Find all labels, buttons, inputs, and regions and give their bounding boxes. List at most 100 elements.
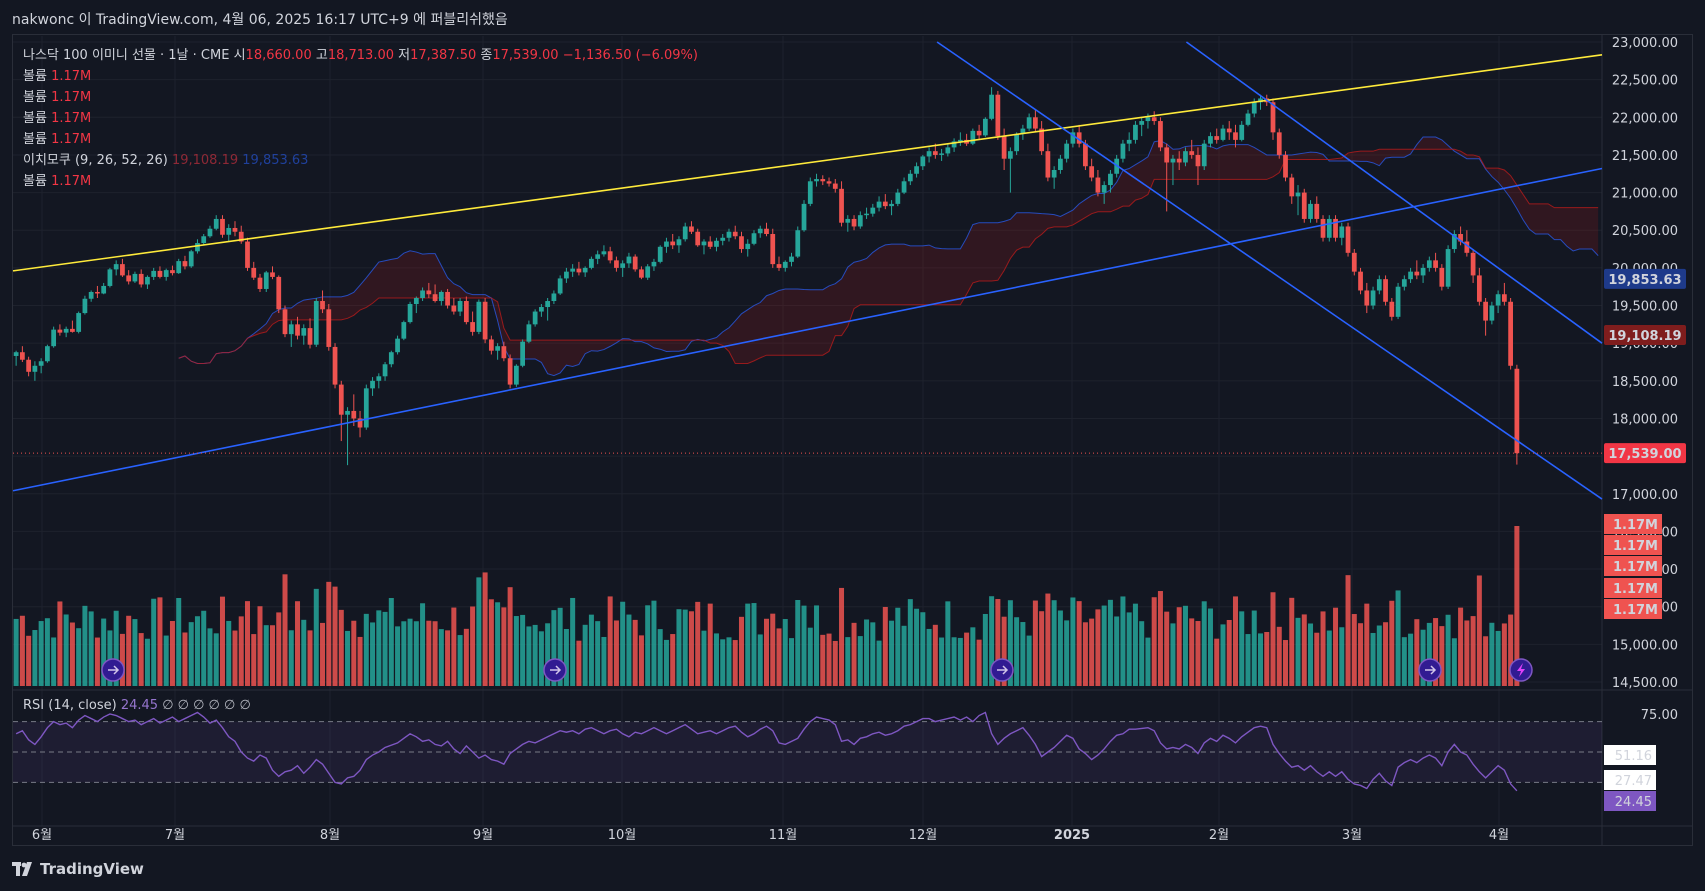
rsi-legend: RSI (14, close) 24.45 ∅ ∅ ∅ ∅ ∅ ∅ — [23, 698, 251, 713]
volume-tag-label: 1.17M — [1613, 539, 1658, 554]
volume-bar — [501, 607, 507, 686]
candle-body — [1458, 234, 1463, 242]
candle-body — [1358, 271, 1363, 291]
candle-body — [720, 237, 726, 241]
candle-body — [989, 94, 994, 119]
volume-bar — [476, 577, 482, 686]
candle-body — [657, 246, 663, 262]
candle-body — [976, 130, 982, 136]
volume-bar — [307, 630, 313, 686]
volume-bar — [1495, 630, 1501, 686]
candle-body — [170, 270, 175, 274]
candle-body — [745, 243, 751, 250]
candle-body — [651, 261, 657, 267]
volume-bar — [244, 601, 250, 686]
volume-bar — [1051, 600, 1057, 686]
volume-bar — [538, 631, 544, 686]
volume-bar — [545, 623, 551, 686]
candle-body — [1139, 121, 1145, 125]
candle-body — [1376, 279, 1382, 291]
chart-frame[interactable] — [12, 34, 1693, 846]
volume-bar — [301, 619, 307, 686]
candle-body — [88, 291, 94, 299]
candle-body — [1370, 290, 1376, 306]
volume-bar — [1514, 526, 1520, 686]
candle-body — [363, 388, 369, 428]
volume-label: 볼륨 — [23, 111, 47, 126]
volume-bar — [532, 624, 538, 686]
candle-body — [1195, 154, 1201, 167]
volume-legend-row: 볼륨 1.17M — [23, 65, 91, 84]
candle-body — [401, 322, 407, 339]
volume-bar — [513, 616, 519, 686]
candle-body — [1007, 151, 1013, 159]
candle-body — [32, 365, 38, 372]
candle-body — [1133, 124, 1138, 140]
candle-body — [882, 201, 888, 207]
volume-legend-row: 볼륨 1.17M — [23, 107, 91, 126]
volume-bar — [1251, 610, 1257, 686]
candle-body — [832, 183, 838, 189]
volume-bar — [1351, 614, 1357, 686]
volume-bar — [357, 636, 363, 686]
candle-body — [601, 251, 607, 255]
volume-bar — [76, 628, 82, 686]
candle-body — [95, 291, 100, 294]
volume-bar — [995, 599, 1001, 686]
volume-bar — [1164, 611, 1170, 686]
candle-body — [751, 233, 757, 244]
volume-bar — [338, 609, 344, 686]
volume-bar — [182, 632, 188, 686]
volume-bar — [939, 637, 945, 686]
volume-bar — [401, 621, 407, 686]
tradingview-logo[interactable]: TradingView — [12, 860, 144, 878]
candle-body — [432, 294, 438, 302]
candle-body — [1064, 143, 1070, 159]
rsi-tag-label: 24.45 — [1615, 795, 1652, 810]
candle-body — [407, 304, 413, 323]
volume-bar — [270, 625, 276, 686]
candle-body — [589, 258, 594, 268]
candle-body — [626, 256, 632, 264]
candle-body — [539, 307, 544, 312]
volume-bar — [807, 627, 813, 686]
candle-body — [1508, 301, 1513, 366]
candle-body — [1276, 132, 1282, 155]
volume-bar — [1057, 610, 1063, 686]
candle-body — [770, 234, 776, 265]
candle-body — [513, 365, 519, 385]
candle-body — [1408, 271, 1413, 280]
volume-bar — [1070, 597, 1076, 686]
volume-bar — [638, 635, 644, 686]
candle-body — [664, 241, 669, 247]
candle-body — [276, 276, 282, 310]
volume-bar — [989, 596, 995, 686]
candle-body — [1426, 260, 1432, 268]
time-axis-label: 7월 — [165, 828, 185, 843]
publish-line: nakwonc 이 TradingView.com, 4월 06, 2025 1… — [12, 12, 508, 28]
volume-bar — [526, 626, 532, 686]
volume-bar — [1014, 617, 1020, 686]
symbol-label: 나스닥 100 이미니 선물 · 1날 · CME — [23, 48, 230, 63]
volume-bar — [51, 637, 57, 686]
candle-body — [1214, 136, 1220, 140]
arrow-right-icon — [1425, 665, 1437, 675]
volume-bar — [1439, 626, 1445, 686]
candle-body — [157, 270, 163, 277]
volume-bar — [1383, 622, 1389, 686]
candle-body — [607, 251, 613, 261]
volume-bar — [520, 614, 526, 686]
volume-bar — [445, 630, 451, 686]
volume-bar — [282, 574, 288, 686]
volume-bar — [551, 610, 557, 686]
candle-body — [1083, 143, 1088, 167]
candle-body — [1320, 218, 1326, 238]
volume-bar — [1095, 609, 1101, 686]
volume-bar — [1501, 623, 1507, 686]
time-axis-label: 4월 — [1489, 828, 1509, 843]
volume-bar — [69, 622, 75, 686]
candle-body — [245, 241, 250, 268]
volume-label: 볼륨 — [23, 132, 47, 147]
volume-bar — [345, 630, 351, 686]
